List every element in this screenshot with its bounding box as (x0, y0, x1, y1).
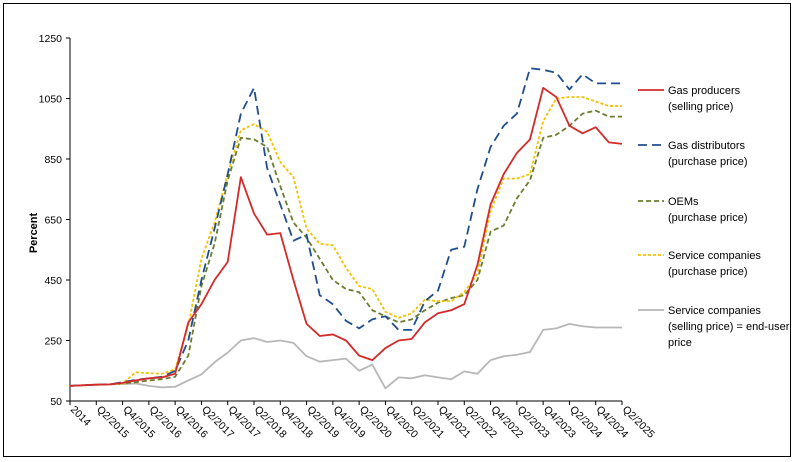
y-tick-label: 650 (44, 215, 62, 227)
legend-label-1: Gas distributors (purchase price) (668, 140, 747, 168)
series-line-0 (69, 87, 623, 387)
legend-label-0: Gas producers (selling price) (668, 85, 741, 113)
y-axis: 50 250 450 650 850 1050 1250 (39, 33, 71, 408)
legend-label-4: Service companies (selling price) = end-u… (668, 305, 790, 349)
y-axis-label: Percent (28, 212, 40, 253)
series-line-2 (69, 109, 622, 387)
y-tick-label: 250 (44, 336, 62, 348)
y-tick-label: 850 (44, 154, 62, 166)
y-tick-label: 450 (44, 275, 62, 287)
legend-label-2: OEMs (purchase price) (668, 196, 747, 224)
y-tick-label: 50 (50, 396, 62, 408)
series-line-3 (69, 96, 622, 387)
x-axis: 2014 Q2/2015Q4/2015Q2/2016Q4/2016Q2/2017Q… (68, 400, 657, 441)
x-tick-label: 2014 (68, 404, 93, 429)
y-tick-label: 1050 (39, 94, 63, 106)
y-tick-label: 1250 (39, 33, 63, 45)
series-lines (69, 67, 623, 390)
legend: Gas producers (selling price) Gas distribu… (638, 85, 790, 349)
series-line-4 (69, 322, 622, 390)
legend-label-3: Service companies (purchase price) (668, 250, 761, 278)
